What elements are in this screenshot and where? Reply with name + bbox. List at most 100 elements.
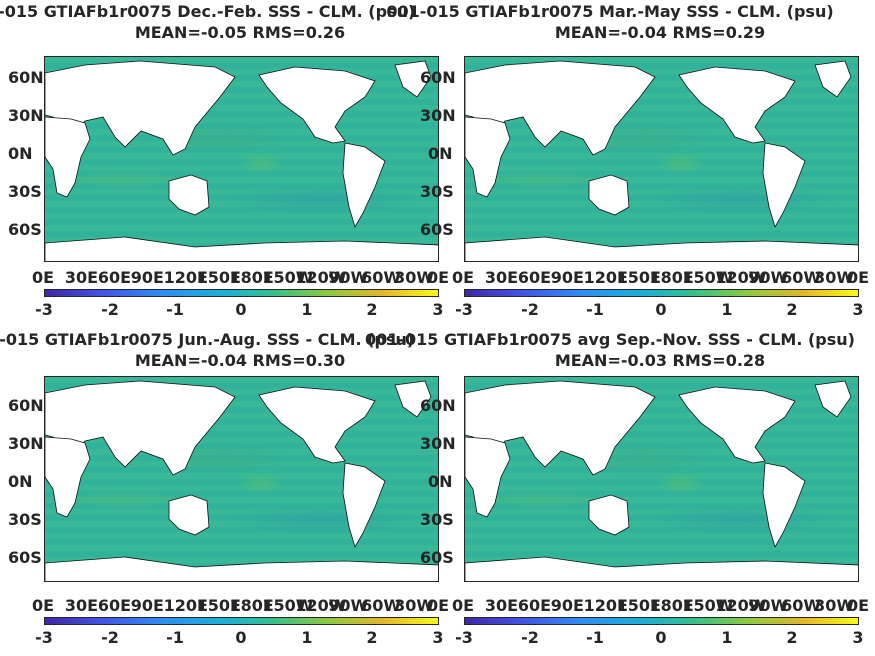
xtick-label: 150W <box>262 596 314 615</box>
panel-4-ctick: 1 <box>721 628 733 647</box>
xtick-label: 180E <box>649 596 694 615</box>
panel-1-ctick: 0 <box>235 300 247 319</box>
xtick-label: 60E <box>517 268 552 287</box>
xtick-label: 0E <box>427 596 450 615</box>
panel-3-colorbar <box>44 617 439 625</box>
panel-2-ctick: 3 <box>852 300 864 319</box>
panel-3-ctick: -3 <box>35 628 53 647</box>
panel-1-ytick-30s: 30S <box>8 182 42 201</box>
panel-1-ytick-30n: 30N <box>8 106 44 125</box>
land-mask <box>465 60 858 261</box>
panel-2-ctick: -1 <box>586 300 604 319</box>
xtick-label: 60W <box>781 268 822 287</box>
panel-1-ytick-0n: 0N <box>8 144 33 163</box>
panel-2-ctick: 0 <box>655 300 667 319</box>
panel-4-map <box>464 376 859 582</box>
xtick-label: 30W <box>394 596 434 615</box>
panel-2-ytick-30n: 30N <box>420 106 456 125</box>
xtick-label: 30E <box>484 596 519 615</box>
panel-4-ytick-60n: 60N <box>420 396 456 415</box>
xtick-label: 150E <box>196 596 241 615</box>
panel-4-stats: MEAN=-0.03 RMS=0.28 <box>554 351 766 370</box>
panel-3-ctick: -1 <box>166 628 184 647</box>
panel-2-ctick: -2 <box>521 300 539 319</box>
land-mask <box>465 380 858 581</box>
panel-2-ctick: 2 <box>786 300 798 319</box>
panel-3-map <box>44 376 439 582</box>
xtick-label: 60W <box>361 268 402 287</box>
panel-3-ytick-60s: 60S <box>8 548 42 567</box>
panel-2-ctick: 1 <box>721 300 733 319</box>
panel-1-colorbar <box>44 289 439 297</box>
panel-1-title: 001-015 GTIAFb1r0075 Dec.-Feb. SSS - CLM… <box>0 2 416 21</box>
panel-3-ctick: 1 <box>301 628 313 647</box>
land-mask <box>45 380 438 581</box>
xtick-label: 30W <box>814 596 854 615</box>
xtick-label: 150E <box>616 596 661 615</box>
panel-1-stats: MEAN=-0.05 RMS=0.26 <box>134 23 346 42</box>
panel-1-ctick: -1 <box>166 300 184 319</box>
xtick-label: 150E <box>196 268 241 287</box>
xtick-label: 90W <box>748 596 789 615</box>
xtick-label: 60E <box>517 596 552 615</box>
xtick-label: 180E <box>229 596 274 615</box>
panel-2-ctick: -3 <box>455 300 473 319</box>
xtick-label: 180E <box>229 268 274 287</box>
xtick-label: 30W <box>394 268 434 287</box>
xtick-label: 180E <box>649 268 694 287</box>
land-mask <box>45 60 438 261</box>
xtick-label: 30W <box>814 268 854 287</box>
xtick-label: 90E <box>550 268 584 287</box>
panel-4-title: 001-015 GTIAFb1r0075 avg Sep.-Nov. SSS -… <box>365 330 855 349</box>
xtick-label: 30E <box>64 596 99 615</box>
panel-3-ytick-30n: 30N <box>8 434 44 453</box>
panel-1-ctick: 1 <box>301 300 313 319</box>
xtick-label: 90W <box>328 596 369 615</box>
panel-3-ytick-0n: 0N <box>8 472 33 491</box>
xtick-label: 0E <box>847 268 870 287</box>
xtick-label: 150E <box>616 268 661 287</box>
panel-2-title: 001-015 GTIAFb1r0075 Mar.-May SSS - CLM.… <box>386 2 834 21</box>
panel-4-ytick-30n: 30N <box>420 434 456 453</box>
panel-4-ctick: -1 <box>586 628 604 647</box>
panel-3-ytick-30s: 30S <box>8 510 42 529</box>
xtick-label: 60W <box>361 596 402 615</box>
panel-1-ytick-60s: 60S <box>8 220 42 239</box>
panel-1-ctick: 2 <box>366 300 378 319</box>
panel-3-title: 001-015 GTIAFb1r0075 Jun.-Aug. SSS - CLM… <box>0 330 415 349</box>
xtick-label: 150W <box>682 596 734 615</box>
xtick-label: 0E <box>452 268 475 287</box>
xtick-label: 90E <box>130 268 164 287</box>
panel-1-ctick: -2 <box>101 300 119 319</box>
panel-3-ctick: 2 <box>366 628 378 647</box>
xtick-label: 90E <box>550 596 584 615</box>
panel-4-ctick: 2 <box>786 628 798 647</box>
xtick-label: 0E <box>32 268 55 287</box>
panel-2-ytick-30s: 30S <box>420 182 454 201</box>
panel-4-ytick-30s: 30S <box>420 510 454 529</box>
xtick-label: 120E <box>583 596 628 615</box>
panel-3-ctick: 3 <box>432 628 444 647</box>
panel-1-map <box>44 56 439 262</box>
xtick-label: 60E <box>97 268 132 287</box>
panel-4-ytick-0n: 0N <box>428 472 453 491</box>
panel-4-ctick: -3 <box>455 628 473 647</box>
xtick-label: 120W <box>715 596 767 615</box>
xtick-label: 120E <box>163 268 208 287</box>
xtick-label: 0E <box>427 268 450 287</box>
panel-3-ytick-60n: 60N <box>8 396 44 415</box>
xtick-label: 120W <box>715 268 767 287</box>
panel-3-ctick: -2 <box>101 628 119 647</box>
xtick-label: 120W <box>295 268 347 287</box>
panel-4-ctick: 0 <box>655 628 667 647</box>
xtick-label: 60W <box>781 596 822 615</box>
panel-1-ctick: 3 <box>432 300 444 319</box>
panel-2-colorbar <box>464 289 859 297</box>
panel-3-stats: MEAN=-0.04 RMS=0.30 <box>134 351 346 370</box>
panel-1-ctick: -3 <box>35 300 53 319</box>
xtick-label: 0E <box>452 596 475 615</box>
panel-2-stats: MEAN=-0.04 RMS=0.29 <box>554 23 766 42</box>
xtick-label: 90E <box>130 596 164 615</box>
xtick-label: 90W <box>328 268 369 287</box>
